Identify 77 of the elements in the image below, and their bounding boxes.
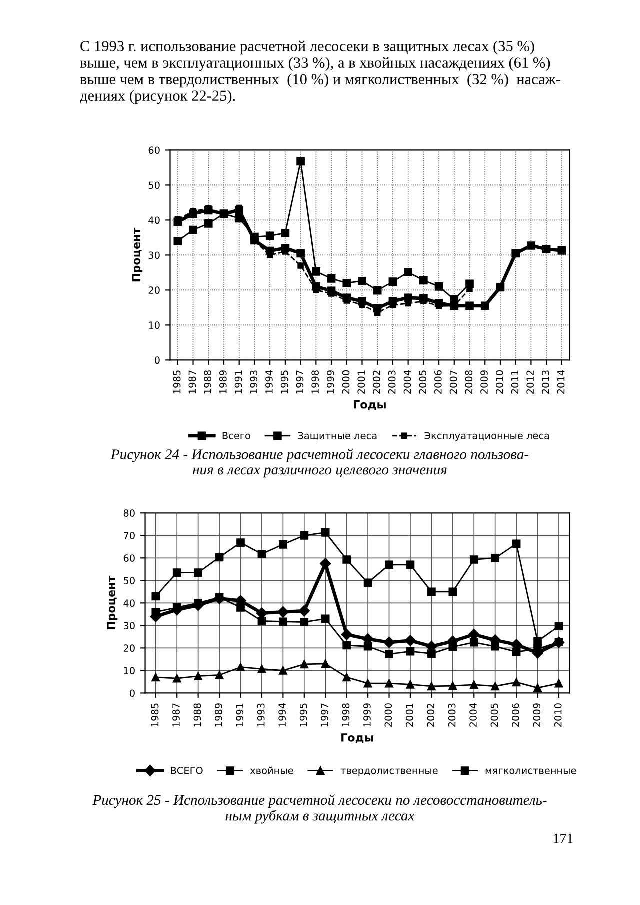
x-tick-label: 2003 (388, 370, 396, 394)
x-tick-label: 2014 (557, 370, 565, 394)
x-tick-label: 1989 (215, 704, 222, 727)
text: 171 (554, 834, 573, 844)
legend-label: ВСЕГО (171, 766, 203, 774)
x-tick-label: 2007 (450, 370, 458, 394)
x-tick-label: 1999 (364, 704, 371, 727)
x-tick-label: 1997 (296, 370, 304, 394)
legend-label: Защитные леса (298, 432, 377, 441)
y-tick-label: 40 (124, 600, 135, 608)
x-tick-label: 1998 (342, 704, 350, 727)
x-tick-label: 2011 (511, 370, 519, 394)
x-tick-label: 1994 (278, 704, 286, 727)
x-tick-label: 1988 (204, 370, 212, 394)
x-tick-label: 2004 (470, 704, 477, 727)
x-tick-label: 2005 (419, 370, 426, 394)
x-tick-label: 1991 (236, 704, 244, 727)
x-tick-label: 2004 (404, 370, 412, 394)
y-tick-label: 50 (148, 182, 160, 190)
y-tick-label: 60 (124, 554, 135, 562)
y-tick-label: 40 (148, 216, 160, 224)
x-tick-label: 1998 (312, 370, 319, 394)
x-tick-label: 1989 (219, 370, 227, 394)
x-tick-label: 2002 (427, 704, 435, 727)
y-axis-title: Процент (107, 576, 118, 630)
x-tick-label: 1987 (188, 370, 196, 394)
legend-label: мягколиственные (486, 768, 576, 774)
x-tick-label: 1985 (173, 370, 181, 394)
x-tick-label: 1999 (326, 370, 334, 394)
x-tick-label: 2010 (554, 704, 562, 727)
x-tick-label: 1985 (151, 704, 159, 727)
y-tick-label: 50 (124, 577, 135, 585)
text: Рисунок 25 - Использование расчетной лесосеки по лесовосстановитель- ным рубкам в защитных лесах (92, 794, 547, 824)
x-tick-label: 2002 (373, 370, 380, 394)
legend-label: Эксплуатационные леса (424, 432, 550, 442)
legend-label: твердолиственные (340, 768, 438, 776)
x-tick-label: 1991 (234, 370, 242, 394)
x-tick-label: 2009 (533, 704, 541, 727)
x-tick-label: 1995 (300, 704, 308, 727)
x-tick-label: 1995 (280, 370, 288, 394)
x-tick-label: 2010 (496, 370, 504, 394)
y-tick-label: 0 (154, 356, 160, 364)
x-axis-title: Годы (342, 734, 374, 744)
x-tick-label: 2008 (465, 370, 473, 394)
x-tick-label: 1987 (172, 704, 180, 727)
x-tick-label: 1993 (250, 370, 258, 394)
y-tick-label: 30 (148, 252, 160, 260)
x-tick-label: 1993 (257, 704, 265, 727)
x-tick-label: 2000 (384, 704, 392, 727)
y-tick-label: 10 (149, 322, 160, 330)
y-axis-title: Процент (132, 228, 143, 282)
x-tick-label: 1988 (194, 704, 202, 727)
legend-label: хвойные (250, 766, 294, 774)
x-tick-label: 2012 (526, 370, 534, 394)
x-tick-label: 2001 (358, 370, 366, 394)
legend-label: Всего (222, 432, 250, 440)
y-tick-label: 20 (124, 644, 135, 652)
y-tick-label: 20 (148, 286, 160, 294)
y-tick-label: 80 (124, 510, 135, 517)
x-tick-label: 2003 (448, 704, 456, 727)
x-tick-label: 2001 (406, 704, 414, 727)
x-tick-label: 1994 (266, 370, 273, 394)
x-tick-label: 2000 (342, 370, 350, 394)
x-tick-label: 1997 (321, 704, 328, 727)
x-axis-title: Годы (354, 400, 386, 410)
text: С 1993 г. использование расчетной лесосеки в защитных лесах (35 %) выше, чем в эксплуатационных (33 %), а в хвойных насаждениях (61 %) выше чем в твердолиственных (10 %) и мягколиственных (32 %) насаж- дениях (рисунок 22-25). (80, 40, 560, 104)
y-tick-label: 0 (130, 690, 135, 698)
x-tick-label: 2006 (512, 704, 520, 727)
x-tick-label: 2005 (490, 704, 498, 727)
y-tick-label: 30 (124, 622, 135, 630)
y-tick-label: 60 (148, 146, 160, 154)
x-tick-label: 2013 (542, 370, 550, 394)
x-tick-label: 2006 (434, 370, 442, 394)
y-tick-label: 70 (124, 532, 135, 540)
x-tick-label: 2009 (480, 370, 488, 394)
y-tick-label: 10 (124, 667, 135, 675)
text: Рисунок 24 - Использование расчетной лесосеки главного пользова- ния в лесах различного целевого значения (110, 448, 529, 478)
